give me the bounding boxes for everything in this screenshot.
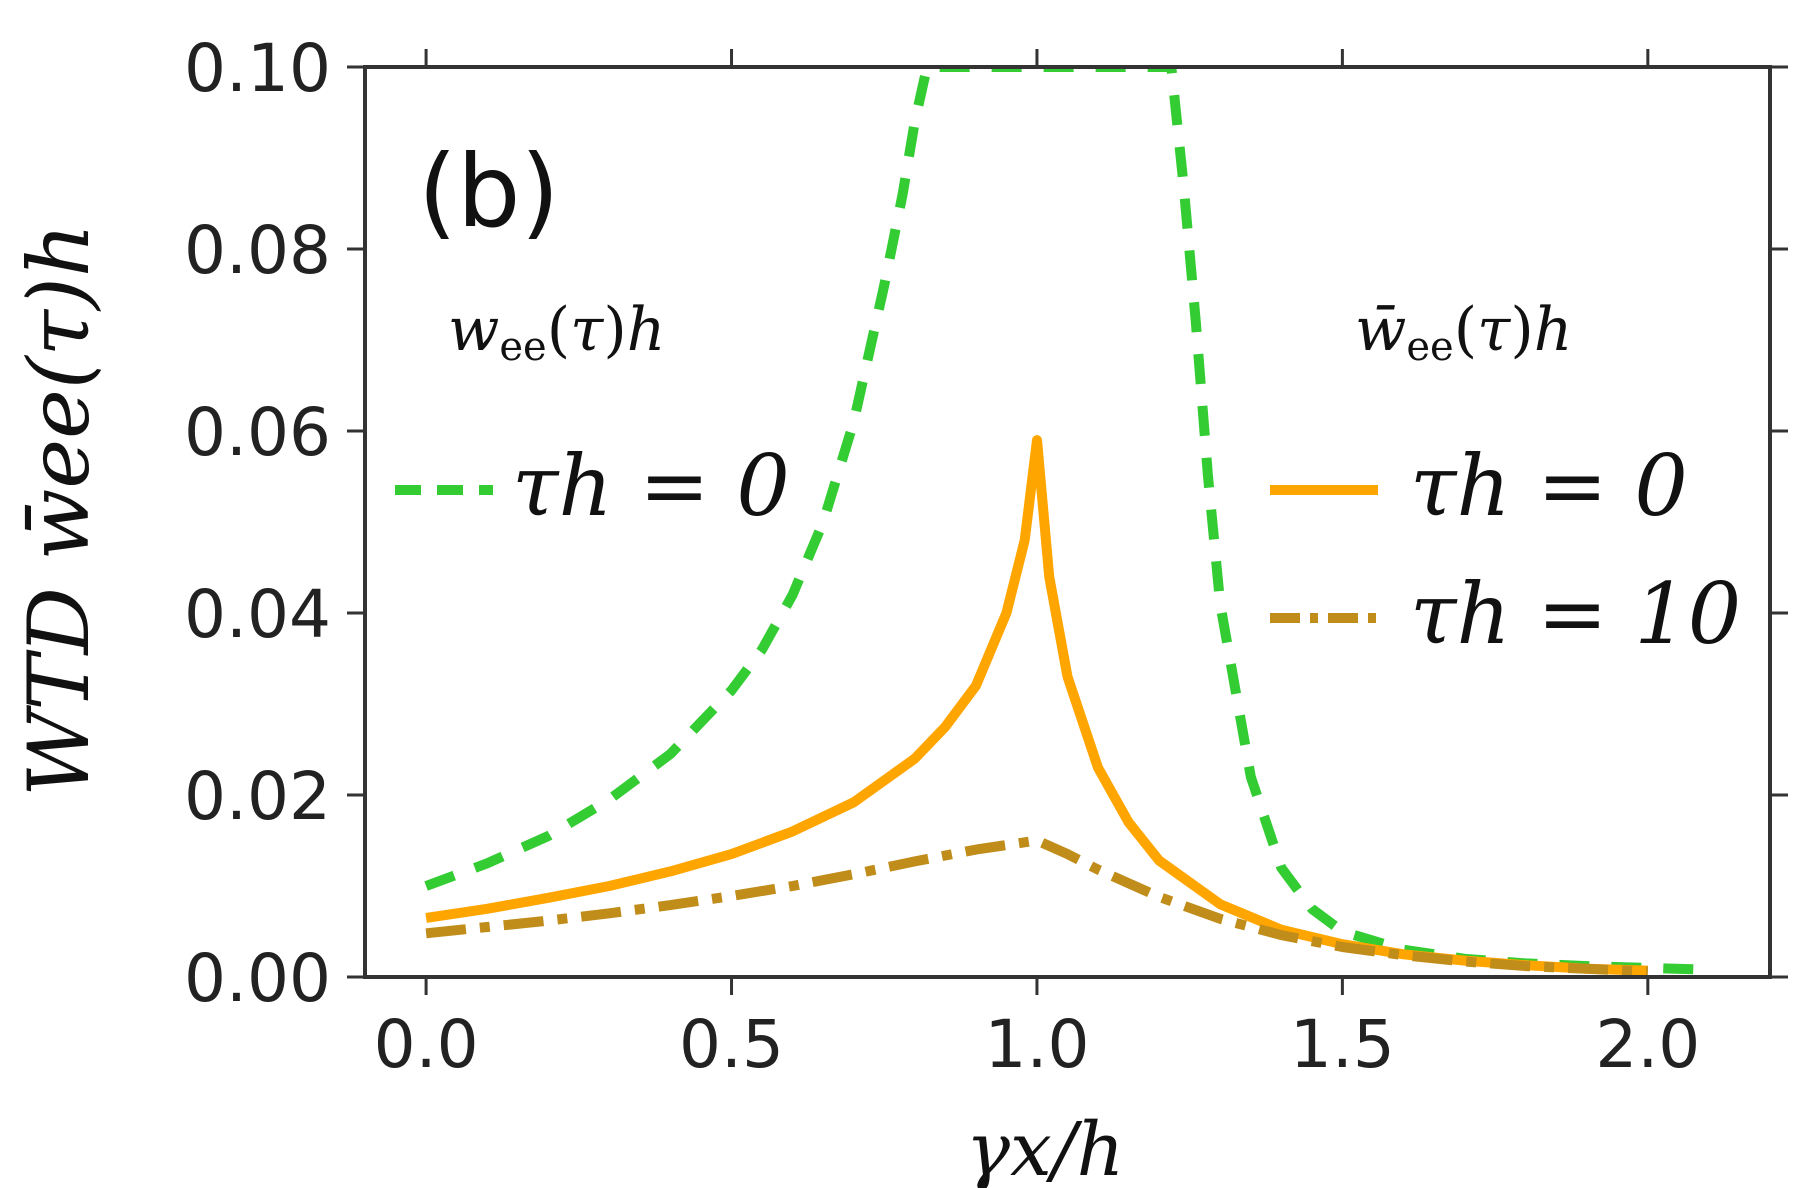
x-tick-label: 0.5 <box>679 1006 784 1083</box>
y-tick-label: 0.08 <box>184 212 331 289</box>
series-layer <box>424 67 1710 977</box>
x-tick-label: 1.5 <box>1290 1006 1395 1083</box>
legend-right-label-th0: τh = 0 <box>1410 437 1688 535</box>
panel-label: (b) <box>418 133 560 250</box>
legend-right-label-th10: τh = 10 <box>1410 565 1741 663</box>
x-tick-label: 2.0 <box>1595 1006 1700 1083</box>
y-axis-label: WTD w̄ee(τ)h <box>10 223 108 797</box>
legend-left-title: wee(τ)h <box>448 295 665 370</box>
x-axis-label: γx/h <box>966 1107 1125 1188</box>
y-tick-label: 0.06 <box>184 394 331 471</box>
y-tick-label: 0.00 <box>184 940 331 1017</box>
series-line-2 <box>425 835 1649 977</box>
y-tick-label: 0.04 <box>184 576 331 653</box>
x-tick-label: 0.0 <box>374 1006 479 1083</box>
legend-right: w̄ee(τ)h τh = 0 τh = 10 <box>1270 295 1741 663</box>
legend-left: wee(τ)h τh = 0 <box>395 295 790 535</box>
legend-right-title: w̄ee(τ)h <box>1355 295 1572 370</box>
legend-left-label-th0: τh = 0 <box>512 437 790 535</box>
y-tick-label: 0.10 <box>184 30 331 107</box>
x-tick-label: 1.0 <box>984 1006 1089 1083</box>
series-line-1 <box>425 435 1648 976</box>
axis-ticks: 0.0 0.5 1.0 1.5 2.0 0.00 0.02 0.04 0.06 0.08 0.10 <box>184 30 1788 1083</box>
y-tick-label: 0.02 <box>184 758 331 835</box>
plot-frame <box>363 65 1772 979</box>
